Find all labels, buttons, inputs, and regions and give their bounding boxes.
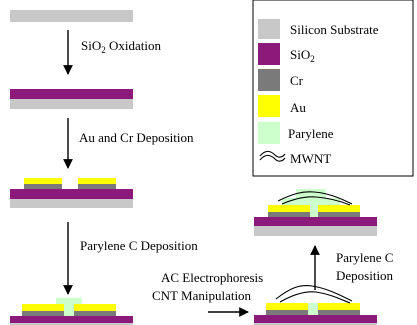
- legend-label-parylene: Parylene: [288, 126, 334, 141]
- step-final-parylene-label: Parylene C: [336, 250, 393, 265]
- au-electrode-left: [266, 303, 308, 310]
- au-electrode-right: [78, 178, 116, 184]
- cr-layer-left: [24, 184, 62, 189]
- legend-label-cr: Cr: [290, 73, 304, 88]
- stage-6-encapsulated: [254, 189, 377, 236]
- parylene-cap-base: [282, 198, 340, 205]
- silicon-layer: [10, 10, 133, 22]
- silicon-layer: [10, 199, 133, 208]
- mwnt-strand: [281, 196, 351, 206]
- legend-label-mwnt: MWNT: [290, 151, 331, 166]
- legend: Silicon Substrate SiO2 Cr Au Parylene MW…: [252, 0, 414, 177]
- silicon-layer: [254, 226, 377, 236]
- sio2-layer: [254, 217, 377, 226]
- legend-label-au: Au: [290, 100, 306, 115]
- stage-3-electrodes: [10, 178, 133, 208]
- stage-1-substrate: [10, 10, 133, 22]
- step-cnt-manipulation-label: CNT Manipulation: [152, 288, 252, 303]
- sio2-layer: [10, 189, 133, 199]
- sio2-layer: [10, 89, 133, 99]
- legend-swatch-parylene: [258, 122, 280, 144]
- cr-layer-right: [318, 310, 360, 315]
- step-oxidation-label: SiO2 Oxidation: [81, 38, 161, 55]
- au-electrode-left: [268, 205, 310, 212]
- silicon-layer: [10, 323, 133, 325]
- cr-layer-left: [22, 311, 64, 316]
- sio2-layer: [10, 316, 133, 324]
- legend-swatch-au: [258, 95, 280, 117]
- legend-label-silicon: Silicon Substrate: [290, 22, 379, 37]
- cr-layer-right: [78, 184, 116, 189]
- legend-label-sio2: SiO2: [290, 47, 315, 64]
- mwnt-strand: [277, 191, 353, 205]
- au-electrode-right: [318, 205, 360, 212]
- step-metal-deposition-label: Au and Cr Deposition: [79, 130, 194, 145]
- stage-5-cnt-placed: [254, 284, 377, 325]
- parylene-gap-fill: [310, 205, 318, 217]
- mwnt-icon: [259, 150, 286, 162]
- cr-layer-right: [318, 212, 360, 217]
- sio2-layer: [254, 315, 377, 324]
- silicon-layer: [10, 99, 133, 109]
- legend-swatch-sio2: [258, 43, 280, 65]
- au-electrode-left: [24, 178, 62, 184]
- legend-swatch-silicon: [258, 19, 280, 39]
- mwnt-strand: [275, 284, 353, 302]
- cr-layer-right: [74, 311, 116, 316]
- mwnt-strand: [279, 291, 351, 304]
- step-parylene-label: Parylene C Deposition: [80, 238, 198, 253]
- stage-4-parylene-gap: [10, 298, 133, 325]
- au-electrode-left: [22, 304, 64, 311]
- stage-2-oxidized: [10, 89, 133, 109]
- parylene-gap-fill: [64, 304, 74, 316]
- cr-layer-left: [266, 310, 308, 315]
- silicon-layer: [254, 323, 377, 325]
- legend-swatch-cr: [258, 69, 280, 91]
- cr-layer-left: [268, 212, 310, 217]
- step-electrophoresis-label: AC Electrophoresis: [161, 270, 263, 285]
- au-electrode-right: [74, 304, 116, 311]
- au-electrode-right: [318, 303, 360, 310]
- parylene-gap-fill: [308, 303, 318, 315]
- step-final-deposition-label: Deposition: [336, 268, 394, 283]
